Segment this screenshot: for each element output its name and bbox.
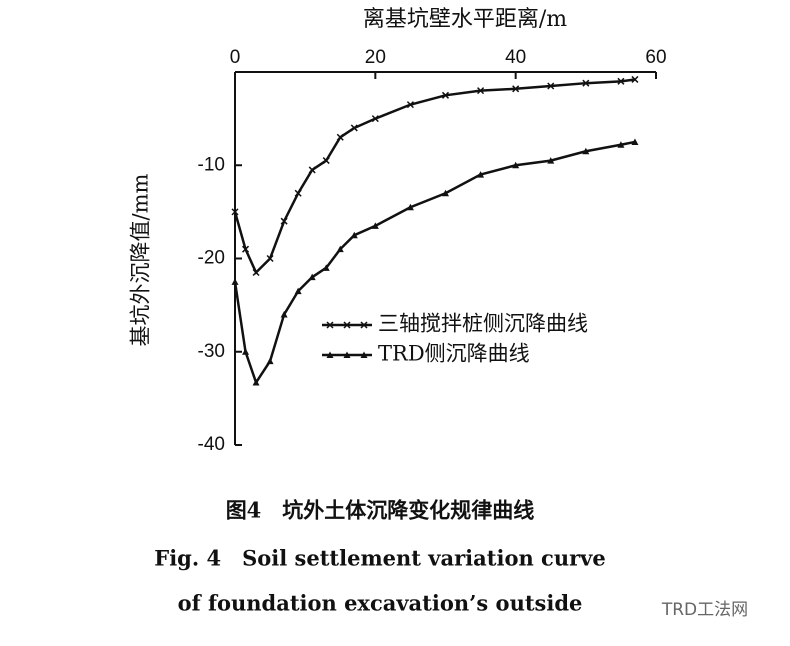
legend-marker — [343, 321, 351, 329]
legend-label: 三轴搅拌桩侧沉降曲线 — [378, 312, 588, 336]
caption-en: Fig. 4 Soil settlement variation curve — [154, 546, 605, 571]
point — [547, 157, 555, 164]
point — [294, 287, 302, 295]
point — [336, 245, 344, 253]
point — [371, 222, 379, 229]
point — [442, 189, 449, 197]
point — [350, 124, 358, 132]
point — [582, 147, 590, 155]
legend-marker — [343, 351, 351, 358]
x-tick-label: 60 — [645, 47, 666, 68]
point — [582, 79, 590, 87]
point — [231, 208, 239, 216]
x-tick-label: 0 — [230, 47, 241, 68]
point — [266, 254, 274, 263]
y-tick-label: -20 — [198, 248, 225, 269]
point — [252, 268, 260, 277]
point — [547, 82, 555, 90]
point — [280, 217, 288, 225]
series-line — [233, 78, 636, 275]
point — [336, 133, 344, 141]
caption-en: of foundation excavation’s outside — [178, 591, 583, 616]
point — [280, 310, 288, 318]
point — [308, 166, 316, 174]
x-axis-label: 离基坑壁水平距离/m — [363, 7, 567, 32]
caption-cn: 图4 坑外土体沉降变化规律曲线 — [226, 498, 535, 523]
point — [242, 348, 250, 355]
point — [294, 189, 302, 197]
x-tick-label: 20 — [365, 47, 386, 68]
point — [322, 264, 330, 271]
y-axis-label: 基坑外沉降值/mm — [129, 173, 153, 346]
legend-marker — [360, 321, 368, 329]
legend-marker — [326, 321, 334, 329]
point — [322, 157, 330, 165]
point — [241, 245, 250, 253]
y-tick-label: -10 — [198, 154, 225, 175]
x-tick-label: 40 — [505, 47, 526, 68]
point — [231, 278, 239, 285]
y-tick-label: -30 — [198, 341, 225, 362]
point — [266, 357, 274, 365]
point — [631, 138, 639, 145]
point — [617, 77, 625, 85]
point — [631, 75, 639, 83]
point — [512, 85, 520, 93]
point — [350, 231, 358, 239]
point — [441, 91, 450, 99]
point — [252, 379, 260, 386]
legend-marker — [360, 351, 368, 358]
legend-marker — [326, 351, 334, 358]
watermark: TRD工法网 — [661, 600, 748, 620]
point — [406, 101, 414, 109]
point — [512, 161, 520, 169]
point — [477, 87, 485, 95]
point — [617, 141, 625, 148]
point — [371, 115, 379, 123]
y-tick-label: -40 — [198, 434, 225, 455]
point — [308, 273, 316, 281]
point — [406, 203, 414, 211]
point — [477, 171, 485, 178]
legend-label: TRD侧沉降曲线 — [378, 342, 530, 366]
